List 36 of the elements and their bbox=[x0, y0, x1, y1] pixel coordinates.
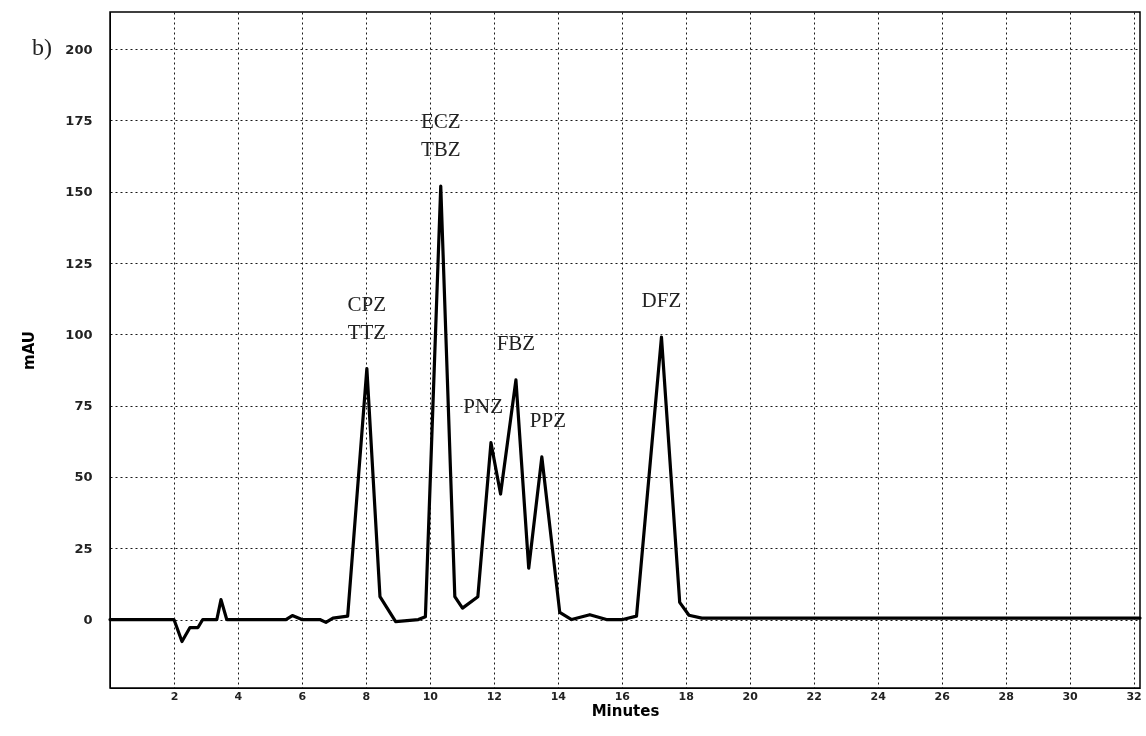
annotation: TBZ bbox=[420, 136, 461, 161]
x-tick-label: 30 bbox=[1062, 689, 1079, 703]
y-tick-label: 75 bbox=[74, 398, 93, 414]
x-tick-label: 10 bbox=[422, 689, 439, 703]
x-tick-label: 8 bbox=[362, 689, 371, 703]
x-axis-title: Minutes bbox=[591, 701, 660, 720]
y-tick-label: 50 bbox=[74, 469, 93, 485]
x-tick-label: 14 bbox=[550, 689, 567, 703]
text: b) bbox=[32, 34, 52, 60]
annotation: FBZ bbox=[496, 330, 536, 355]
x-tick-label: 16 bbox=[614, 689, 631, 703]
annotation: DFZ bbox=[641, 288, 682, 313]
annotation: ECZ bbox=[420, 108, 461, 133]
y-tick-label: 0 bbox=[83, 612, 93, 628]
annotation: CPZ bbox=[347, 291, 387, 316]
annotation: PPZ bbox=[529, 407, 567, 432]
x-tick-label: 20 bbox=[742, 689, 759, 703]
x-tick-label: 6 bbox=[298, 689, 307, 703]
y-tick-label: 150 bbox=[65, 184, 93, 200]
x-tick-label: 26 bbox=[934, 689, 951, 703]
x-tick-label: 4 bbox=[234, 689, 243, 703]
y-tick-label: 200 bbox=[65, 41, 93, 57]
x-tick-label: 32 bbox=[1126, 689, 1142, 703]
y-tick-label: 100 bbox=[65, 326, 93, 342]
y-tick-label: 125 bbox=[65, 255, 93, 271]
y-tick-label: 25 bbox=[74, 540, 93, 556]
x-tick-label: 22 bbox=[806, 689, 822, 703]
x-tick-label: 2 bbox=[170, 689, 179, 703]
x-tick-label: 24 bbox=[870, 689, 887, 703]
y-axis-title: mAU bbox=[20, 331, 39, 370]
annotation: TTZ bbox=[347, 319, 387, 344]
annotation: PNZ bbox=[463, 393, 503, 418]
x-tick-label: 28 bbox=[998, 689, 1014, 703]
x-tick-label: 18 bbox=[678, 689, 694, 703]
y-tick-label: 175 bbox=[65, 112, 93, 128]
x-tick-label: 12 bbox=[486, 689, 503, 703]
